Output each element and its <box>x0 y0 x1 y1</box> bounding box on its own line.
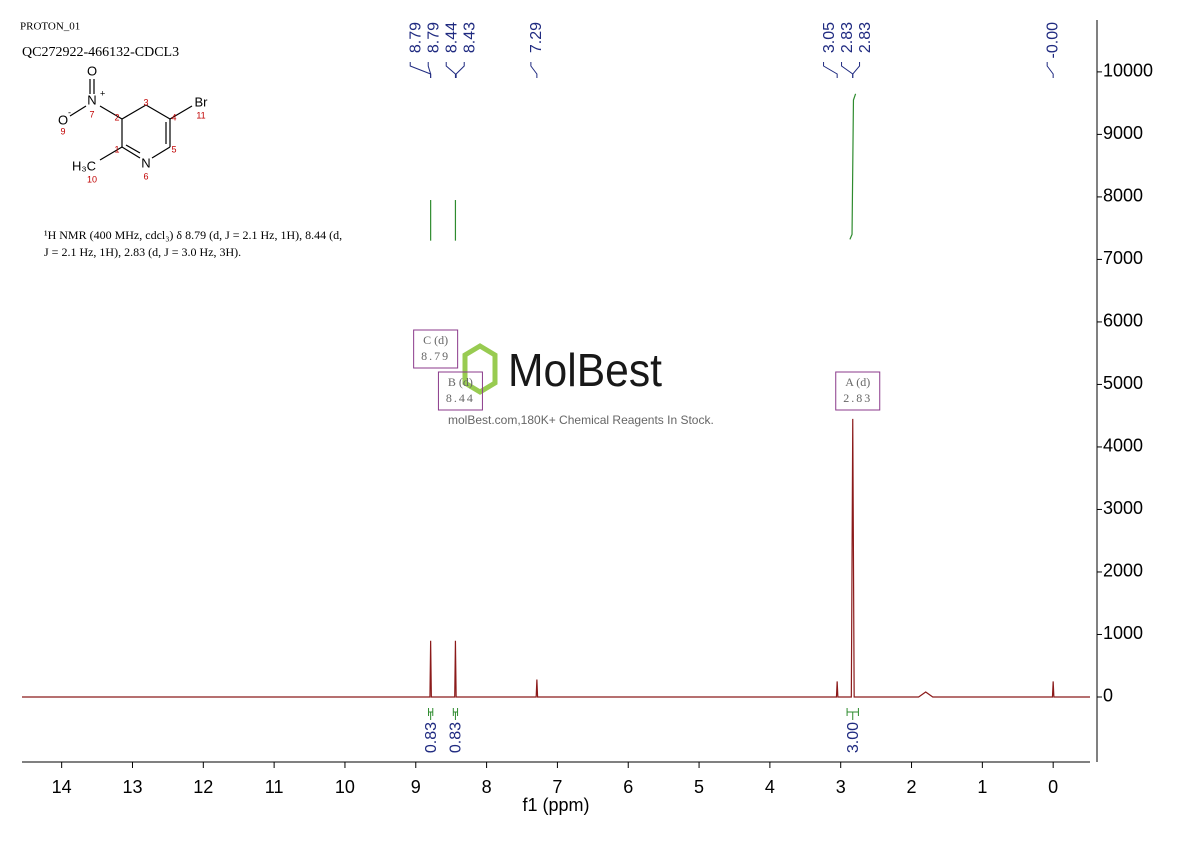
peak-leader <box>841 62 854 78</box>
atom-number: 9 <box>60 126 65 136</box>
atom-number: 2 <box>114 112 119 122</box>
multiplet-name: B (d) <box>448 375 473 389</box>
y-tick-label: 8000 <box>1103 186 1143 206</box>
description-line: J = 2.1 Hz, 1H), 2.83 (d, J = 3.0 Hz, 3H… <box>44 245 241 259</box>
y-tick-label: 0 <box>1103 686 1113 706</box>
integral-label: 0.83 <box>448 722 465 753</box>
multiplet-shift: 8.79 <box>421 349 450 363</box>
multiplet-name: C (d) <box>423 333 448 347</box>
multiplet-shift: 2.83 <box>843 391 872 405</box>
atom-number: 7 <box>89 109 94 119</box>
peak-leader <box>445 62 456 78</box>
x-tick-label: 3 <box>836 777 846 797</box>
x-tick-label: 13 <box>122 777 142 797</box>
integral-curve <box>849 93 857 240</box>
integral-label: 3.00 <box>845 722 862 753</box>
peak-label: -0.00 <box>1044 22 1061 59</box>
y-tick-label: 5000 <box>1103 373 1143 393</box>
x-tick-label: 10 <box>335 777 355 797</box>
multiplet-name: A (d) <box>845 375 870 389</box>
x-tick-label: 6 <box>623 777 633 797</box>
peak-leader <box>455 62 465 78</box>
watermark: MolBest molBest.com,180K+ Chemical Reage… <box>448 343 714 427</box>
y-tick-label: 3000 <box>1103 498 1143 518</box>
atom-number: 6 <box>143 171 148 181</box>
y-tick-label: 4000 <box>1103 436 1143 456</box>
x-tick-label: 7 <box>552 777 562 797</box>
x-axis-label: f1 (ppm) <box>522 795 589 815</box>
atom-number: 3 <box>143 97 148 107</box>
atom-label: Br <box>195 94 209 109</box>
y-tick-label: 6000 <box>1103 311 1143 331</box>
x-tick-label: 4 <box>765 777 775 797</box>
y-tick-label: 7000 <box>1103 248 1143 268</box>
x-tick-label: 1 <box>977 777 987 797</box>
integral-bracket <box>846 708 859 720</box>
peak-leader <box>1046 62 1054 78</box>
x-tick-label: 2 <box>907 777 917 797</box>
y-tick-label: 10000 <box>1103 61 1153 81</box>
x-tick-label: 8 <box>482 777 492 797</box>
y-tick-label: 1000 <box>1103 623 1143 643</box>
x-tick-label: 11 <box>265 777 284 797</box>
peak-label: 2.83 <box>839 22 856 53</box>
integral-bracket <box>452 708 459 720</box>
peak-leader <box>530 62 538 78</box>
atom-charge: + <box>100 88 105 98</box>
peak-label: 8.44 <box>443 22 460 53</box>
multiplet-box <box>835 371 881 411</box>
atom-charge: - <box>68 107 71 117</box>
structure: O N + 7 O - 9 Br 11 N 6 H₃C 10 1 2 3 4 5 <box>58 63 208 184</box>
logo-text: MolBest <box>508 344 662 396</box>
x-tick-label: 0 <box>1048 777 1058 797</box>
x-tick-label: 12 <box>193 777 213 797</box>
y-tick-label: 9000 <box>1103 123 1143 143</box>
description-line: ¹H NMR (400 MHz, cdcl₃) δ 8.79 (d, J = 2… <box>44 228 342 242</box>
atom-label: O <box>58 112 68 127</box>
multiplet-box <box>437 371 483 411</box>
atom-label: N <box>87 92 96 107</box>
peak-leader <box>409 62 432 78</box>
tagline: molBest.com,180K+ Chemical Reagents In S… <box>448 413 714 427</box>
atom-number: 10 <box>87 174 97 184</box>
peak-leader <box>823 62 838 78</box>
atom-label: N <box>141 155 150 170</box>
title: PROTON_01 <box>20 21 80 33</box>
peak-label: 8.79 <box>407 22 424 53</box>
x-tick-label: 9 <box>411 777 421 797</box>
peak-leader <box>852 62 861 78</box>
peak-label: 8.43 <box>461 22 478 53</box>
multiplet-shift: 8.44 <box>446 391 475 405</box>
multiplet-box <box>413 329 459 369</box>
logo-icon <box>462 343 498 395</box>
atom-label: H₃C <box>72 158 96 173</box>
peak-label: 2.83 <box>857 22 874 53</box>
peak-leader <box>427 62 432 78</box>
x-tick-label: 14 <box>52 777 72 797</box>
atom-number: 4 <box>171 112 176 122</box>
atom-number: 5 <box>171 144 176 154</box>
atom-number: 1 <box>114 144 119 154</box>
peak-label: 3.05 <box>821 22 838 53</box>
subtitle: QC272922-466132-CDCL3 <box>22 45 179 60</box>
x-tick-label: 5 <box>694 777 704 797</box>
spectrum-line <box>22 418 1090 698</box>
atom-number: 11 <box>196 110 205 120</box>
integral-label: 0.83 <box>423 722 440 753</box>
integral-bracket <box>428 708 434 720</box>
peak-label: 8.79 <box>425 22 442 53</box>
atom-label: O <box>87 63 97 78</box>
peak-label: 7.29 <box>528 22 545 53</box>
y-tick-label: 2000 <box>1103 561 1143 581</box>
